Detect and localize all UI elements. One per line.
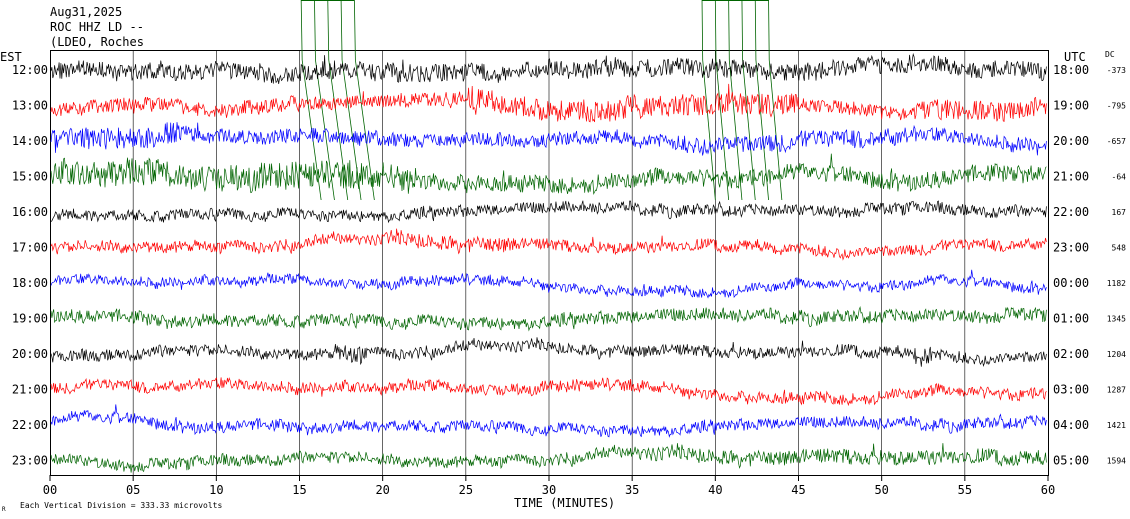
utc-time-label: 19:00 [1053, 99, 1089, 113]
est-time-label: 15:00 [12, 170, 48, 184]
utc-time-label: 20:00 [1053, 134, 1089, 148]
utc-time-label: 23:00 [1053, 241, 1089, 255]
dc-column-title: DC [1105, 50, 1115, 59]
x-tick-label: 00 [43, 483, 57, 497]
est-time-label: 22:00 [12, 418, 48, 432]
est-time-label: 18:00 [12, 276, 48, 290]
phase-marker-line [327, 0, 349, 201]
trace-2100 [50, 377, 1047, 407]
dc-offset-value: 1345 [1107, 315, 1126, 324]
utc-axis-title: UTC [1064, 50, 1086, 64]
est-time-label: 14:00 [12, 134, 48, 148]
dc-offset-value: 548 [1112, 244, 1127, 253]
phase-marker-line [768, 0, 783, 201]
utc-time-label: 00:00 [1053, 276, 1089, 290]
phase-marker-line [714, 0, 730, 201]
utc-time-label: 05:00 [1053, 454, 1089, 468]
dc-offset-value: 1421 [1107, 421, 1126, 430]
event-markers [300, 0, 783, 201]
trace-2000 [50, 337, 1047, 367]
utc-time-label: 02:00 [1053, 347, 1089, 361]
footer-vertical-division-note: Each Vertical Division = 333.33 microvol… [20, 501, 222, 510]
utc-time-label: 18:00 [1053, 63, 1089, 77]
est-time-label: 16:00 [12, 205, 48, 219]
dc-offset-value: 167 [1112, 208, 1127, 217]
dc-offset-value: 1182 [1107, 279, 1126, 288]
footer-corner-mark: R [2, 506, 6, 513]
header-network: (LDEO, Roches [50, 35, 144, 49]
phase-marker-line [741, 0, 756, 201]
row-labels: 12:00 18:00 -373 13:00 19:00 -795 14:00 20:00 -6… [12, 63, 1126, 468]
x-tick-label: 10 [209, 483, 223, 497]
est-time-label: 13:00 [12, 99, 48, 113]
phase-marker-line [314, 0, 335, 201]
utc-time-label: 22:00 [1053, 205, 1089, 219]
phase-marker-line [754, 0, 769, 201]
dc-offset-value: -373 [1107, 66, 1126, 75]
x-tick-label: 15 [292, 483, 306, 497]
utc-time-label: 04:00 [1053, 418, 1089, 432]
phase-marker-line [340, 0, 362, 201]
utc-time-label: 01:00 [1053, 312, 1089, 326]
trace-1700 [50, 228, 1047, 261]
dc-offset-value: -657 [1107, 137, 1126, 146]
trace-1500 [50, 153, 1047, 195]
trace-1900 [50, 306, 1047, 332]
dc-offset-value: -64 [1112, 173, 1127, 182]
dc-offset-value: 1287 [1107, 386, 1126, 395]
trace-layer [50, 52, 1047, 473]
est-time-label: 21:00 [12, 383, 48, 397]
est-time-label: 12:00 [12, 63, 48, 77]
x-tick-label: 45 [791, 483, 805, 497]
phase-marker-line [728, 0, 743, 201]
x-tick-labels: 00 05 10 15 20 25 30 35 40 45 50 55 60 [43, 475, 1055, 497]
utc-time-label: 21:00 [1053, 170, 1089, 184]
x-tick-label: 30 [542, 483, 556, 497]
phase-marker-line [353, 0, 375, 201]
trace-1600 [50, 200, 1047, 224]
trace-2300 [50, 443, 1047, 473]
est-time-label: 19:00 [12, 312, 48, 326]
utc-time-label: 03:00 [1053, 383, 1089, 397]
dc-offset-value: 1204 [1107, 350, 1126, 359]
trace-2200 [50, 404, 1047, 438]
est-time-label: 23:00 [12, 454, 48, 468]
x-tick-label: 55 [958, 483, 972, 497]
trace-1200 [50, 52, 1047, 85]
trace-1800 [50, 269, 1047, 299]
x-tick-label: 25 [459, 483, 473, 497]
x-tick-label: 05 [126, 483, 140, 497]
dc-offset-value: 1594 [1107, 457, 1126, 466]
x-tick-label: 35 [625, 483, 639, 497]
dc-offset-value: -795 [1107, 102, 1126, 111]
est-time-label: 17:00 [12, 241, 48, 255]
est-axis-title: EST [0, 50, 22, 64]
minute-gridlines [132, 51, 966, 475]
phase-marker-line [701, 0, 716, 201]
x-tick-label: 40 [708, 483, 722, 497]
trace-1400 [50, 122, 1047, 156]
phase-marker-line [300, 0, 322, 201]
x-tick-label: 50 [874, 483, 888, 497]
header-date: Aug31,2025 [50, 5, 122, 19]
x-tick-label: 20 [375, 483, 389, 497]
x-axis-label: TIME (MINUTES) [514, 496, 615, 510]
est-time-label: 20:00 [12, 347, 48, 361]
trace-1300 [50, 83, 1047, 123]
x-tick-label: 60 [1041, 483, 1055, 497]
header-station: ROC HHZ LD -- [50, 20, 144, 34]
